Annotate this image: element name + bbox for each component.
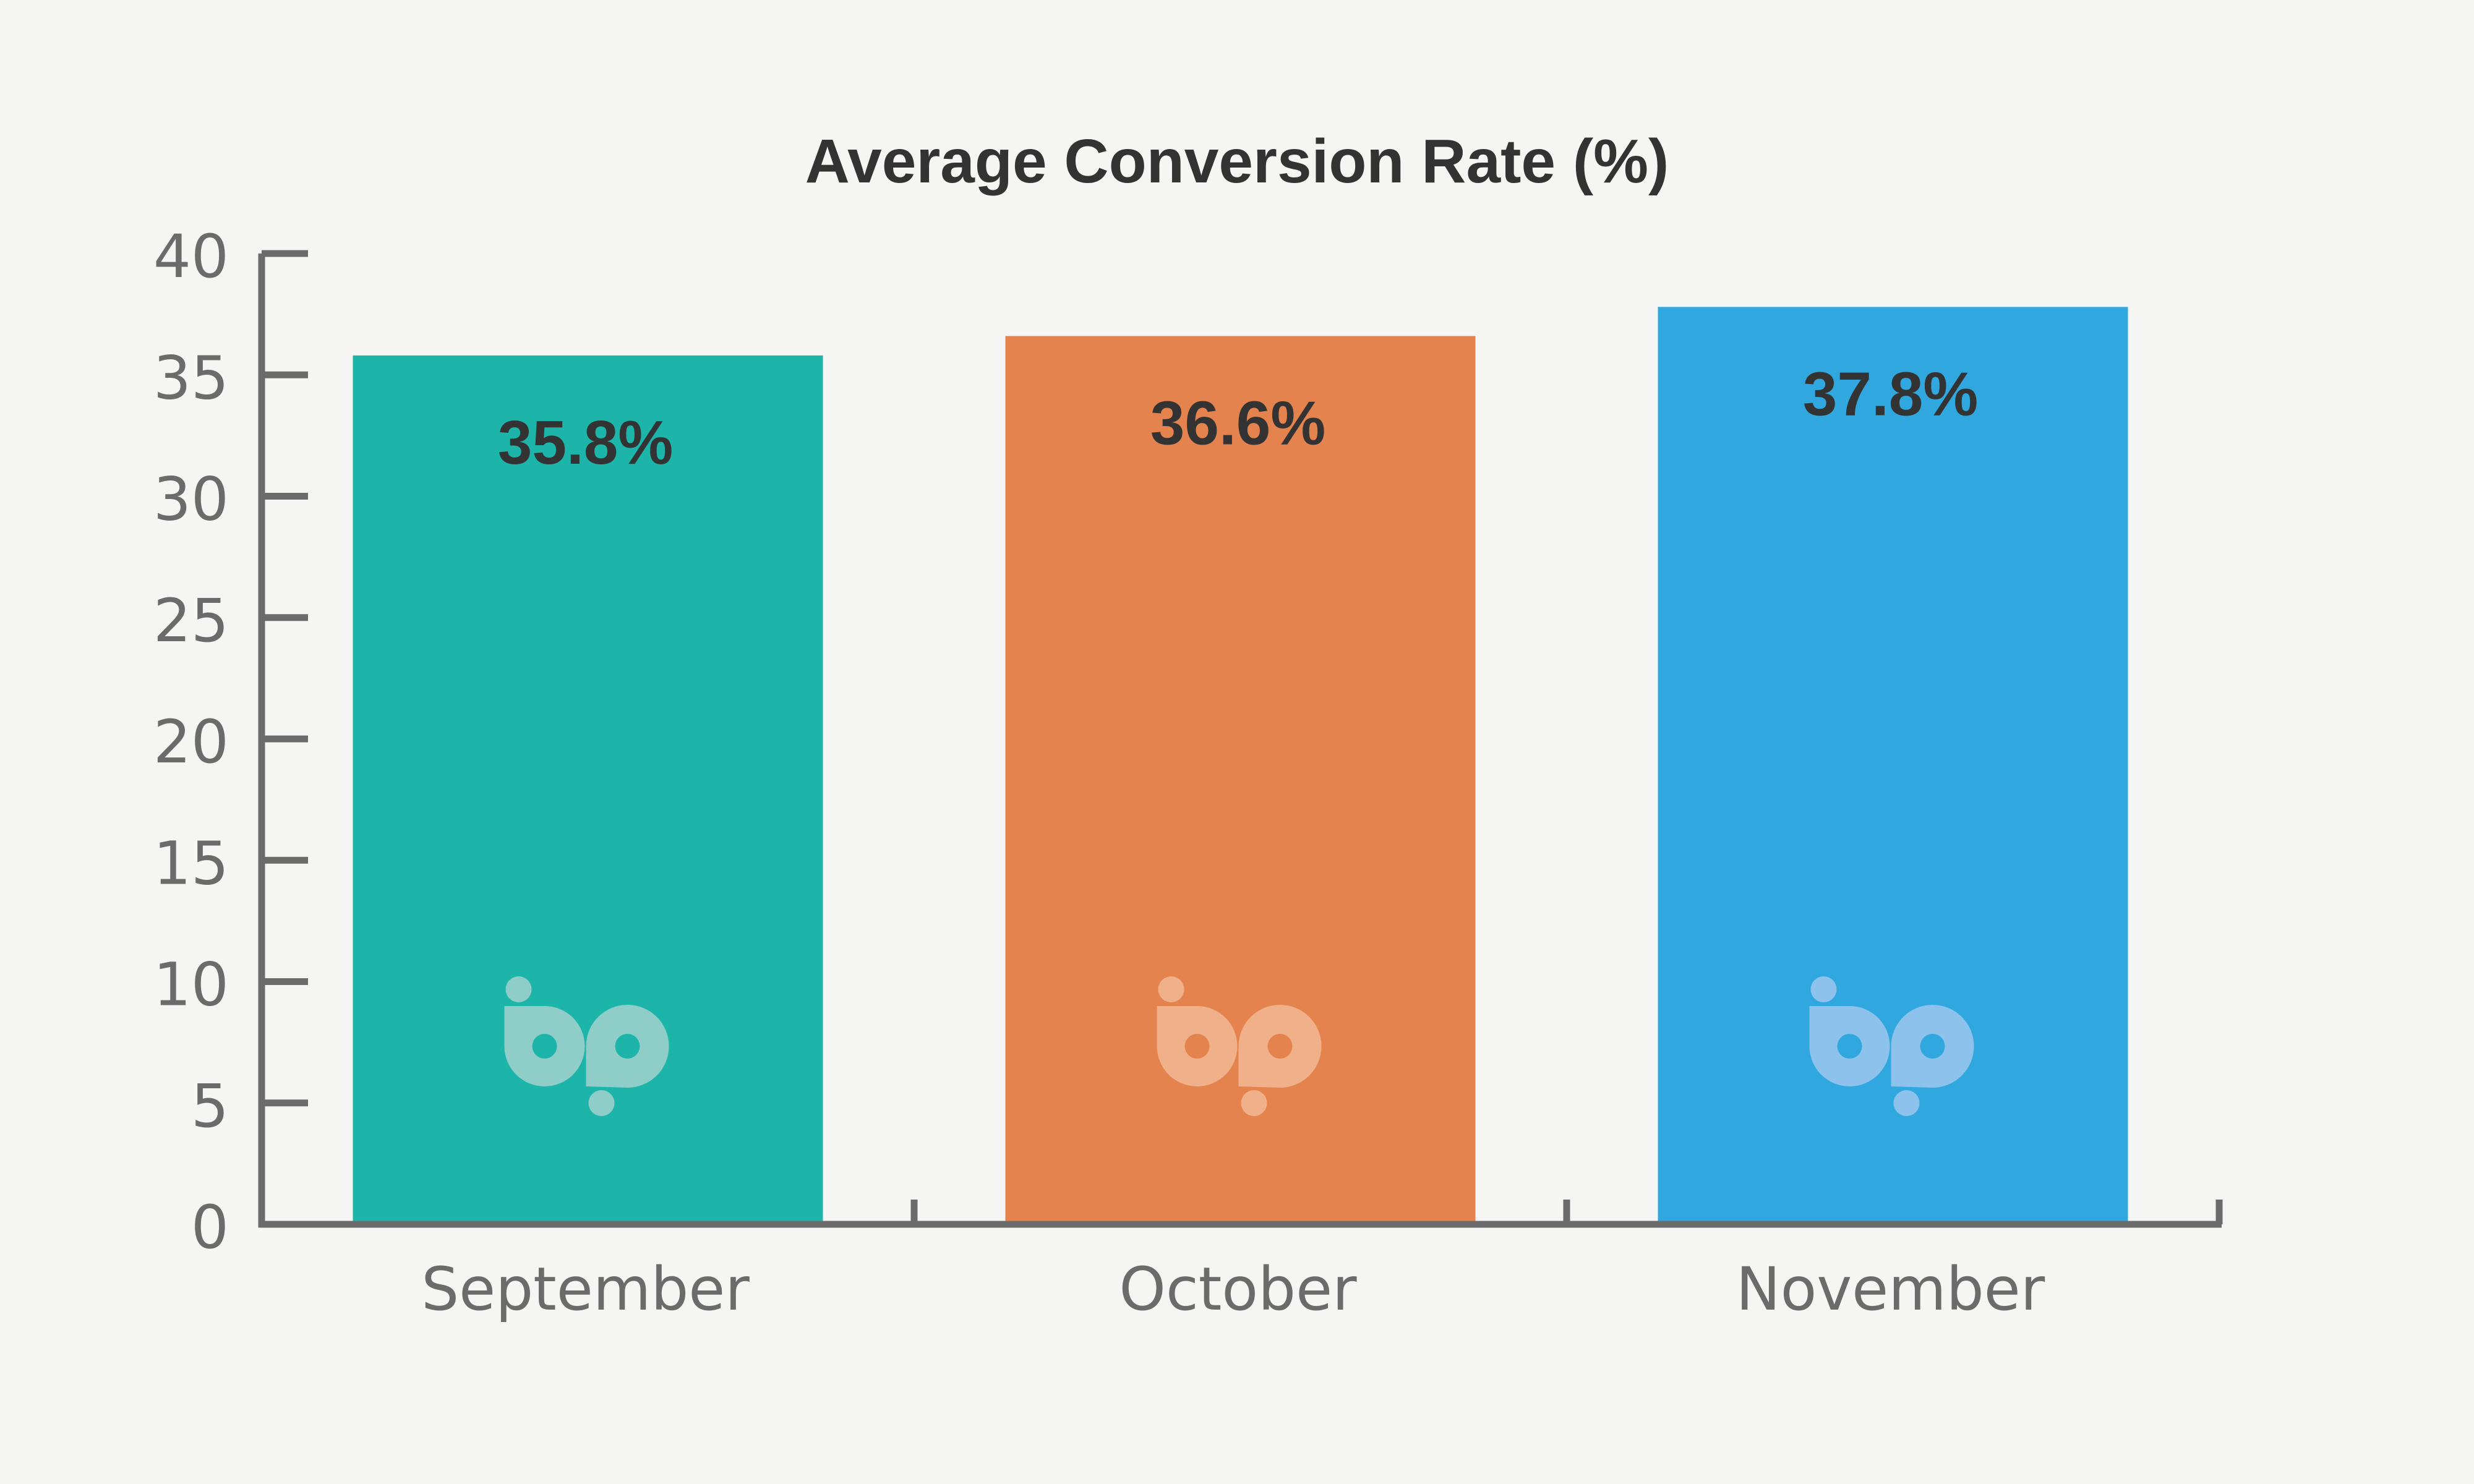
chart-title: Average Conversion Rate (%)	[805, 127, 1669, 196]
y-tick-label: 5	[191, 1072, 229, 1141]
y-tick-label: 15	[153, 829, 229, 898]
y-tick-label: 40	[153, 222, 229, 291]
value-label-november: 37.8%	[1803, 359, 1979, 429]
labels-layer: 35.8% September 36.6% October 37.8% November 0…	[153, 222, 2045, 1324]
category-label-september: September	[421, 1255, 750, 1324]
y-tick-label: 20	[153, 707, 229, 777]
axes	[258, 250, 2223, 1228]
value-label-october: 36.6%	[1150, 388, 1326, 458]
value-label-september: 35.8%	[498, 408, 674, 477]
bar-october	[1005, 336, 1476, 1225]
bp-logo-icon	[1809, 976, 1974, 1116]
category-label-october: October	[1119, 1255, 1357, 1324]
bp-logo-icon	[1157, 976, 1322, 1116]
y-tick-label: 25	[153, 586, 229, 655]
y-tick-label: 35	[153, 343, 229, 412]
bars-layer	[353, 307, 2128, 1225]
category-label-november: November	[1736, 1255, 2045, 1324]
bar-september	[353, 355, 823, 1224]
y-tick-label: 0	[191, 1193, 229, 1262]
y-tick-label: 30	[153, 465, 229, 534]
bp-logo-icon	[504, 976, 669, 1116]
y-tick-label: 10	[153, 950, 229, 1020]
bar-november	[1658, 307, 2128, 1225]
